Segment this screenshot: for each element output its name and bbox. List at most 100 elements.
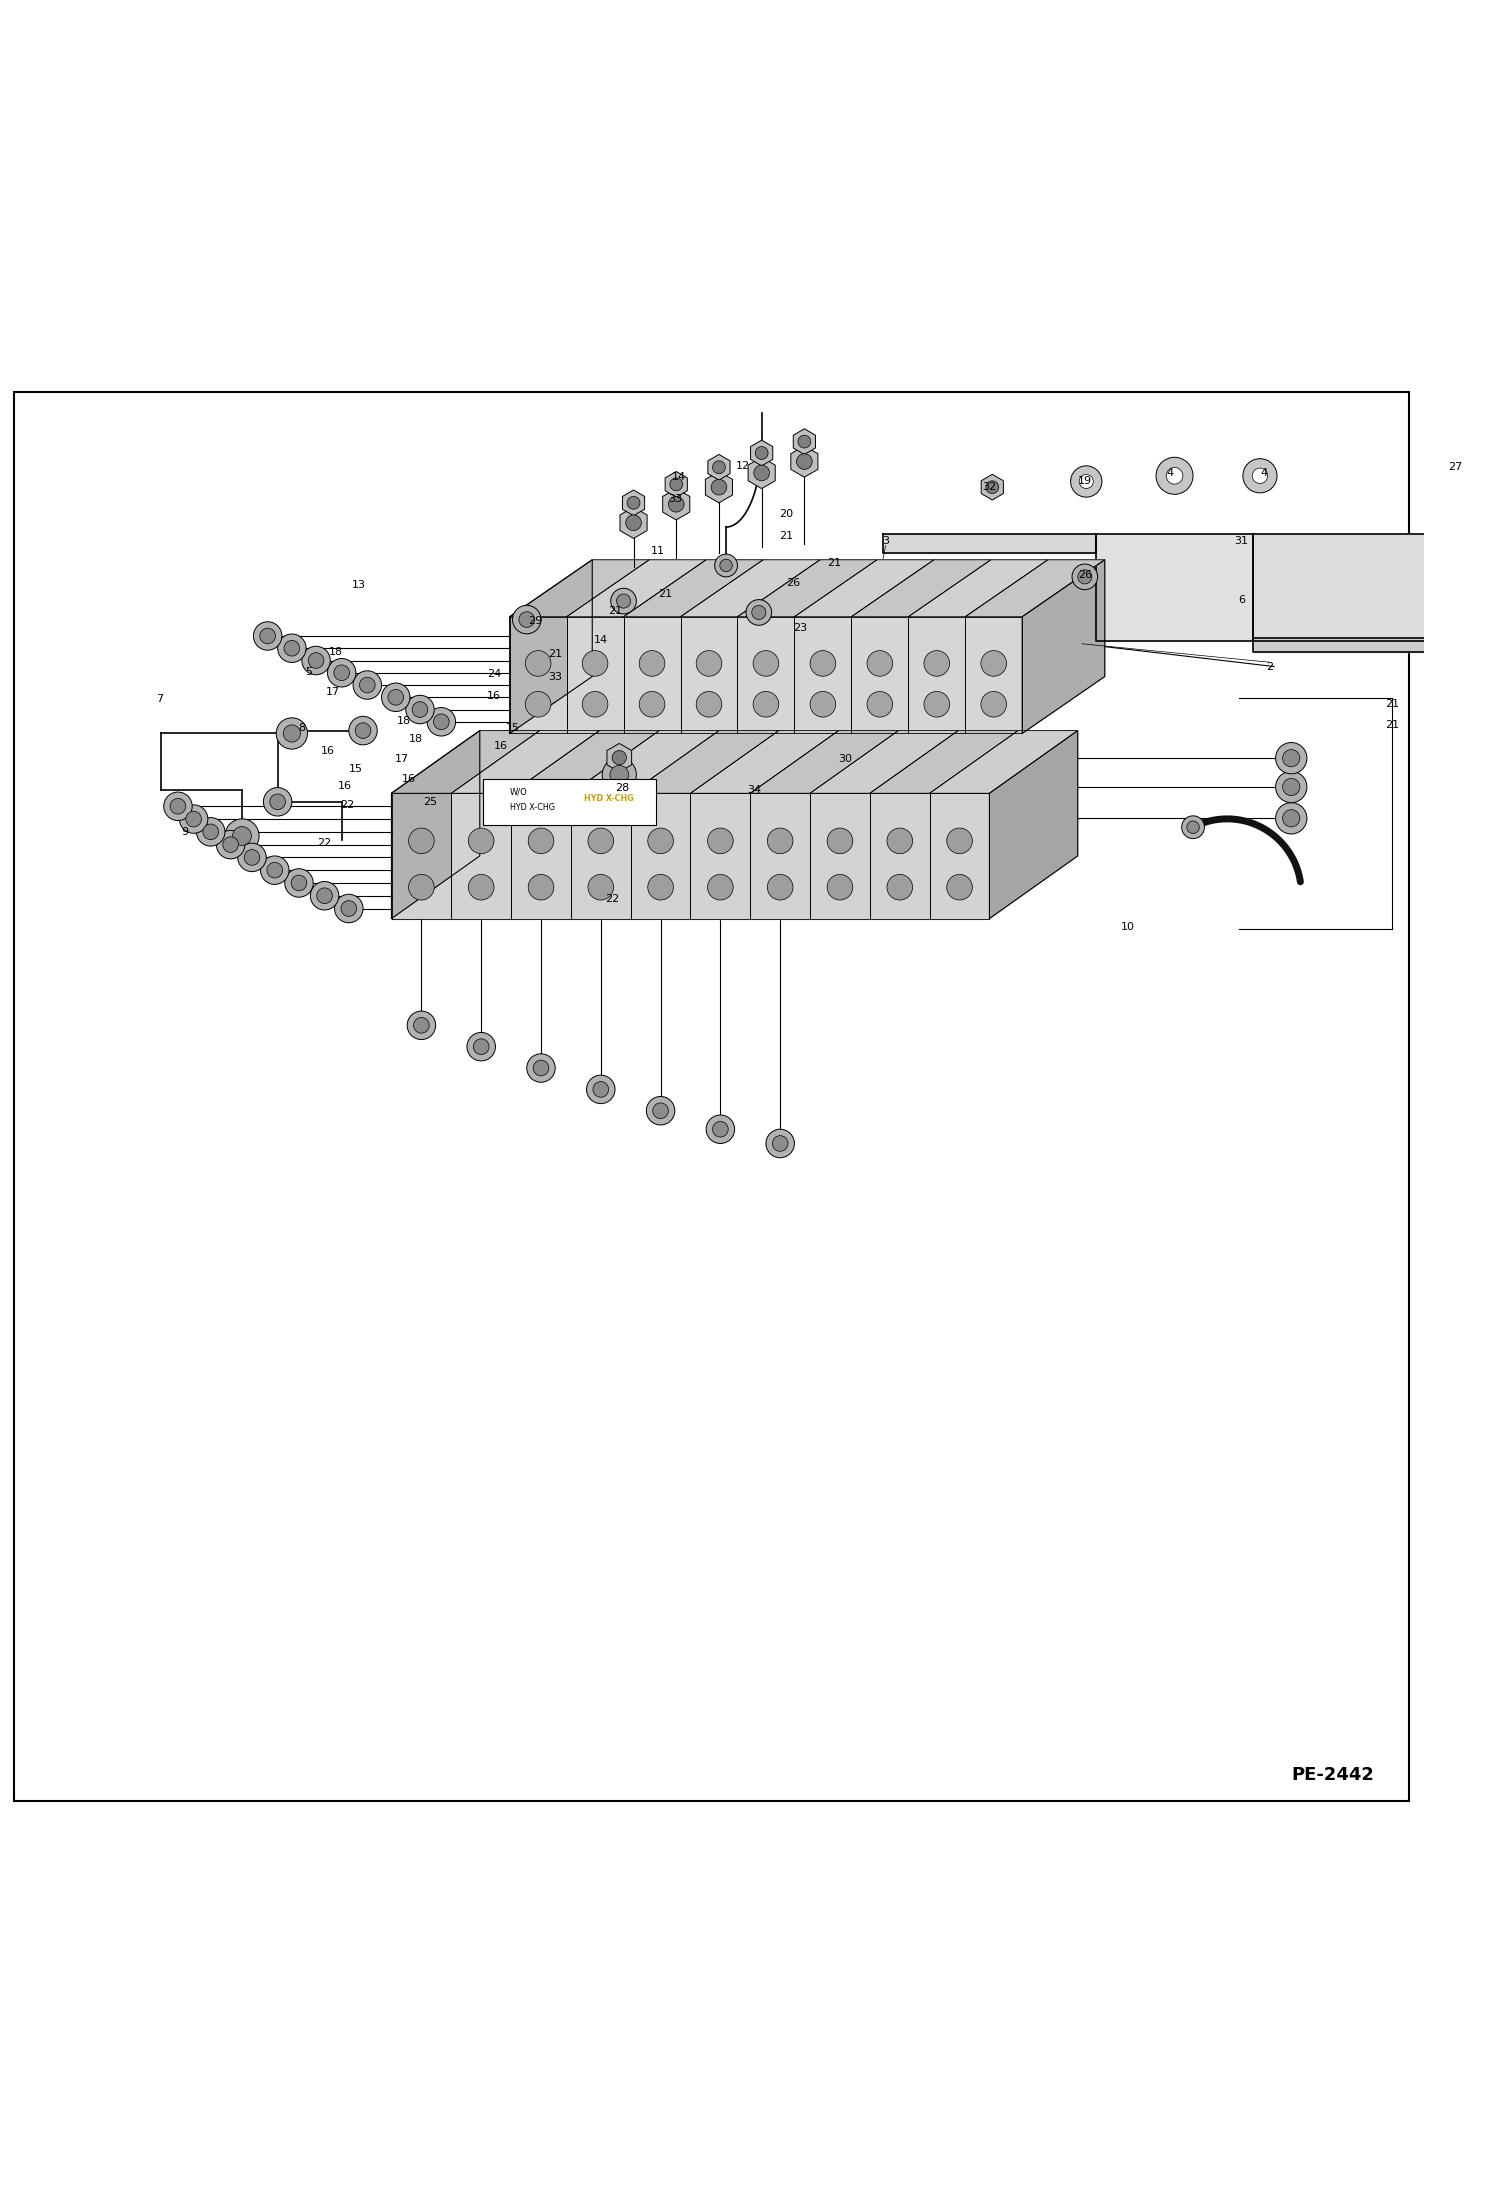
- Text: HYD X-CHG: HYD X-CHG: [584, 794, 634, 803]
- Circle shape: [613, 750, 626, 765]
- Circle shape: [1282, 750, 1300, 768]
- Circle shape: [413, 1018, 430, 1033]
- Polygon shape: [908, 559, 1047, 616]
- Circle shape: [253, 623, 282, 649]
- Text: 16: 16: [494, 741, 508, 752]
- Text: 10: 10: [1121, 921, 1134, 932]
- Circle shape: [753, 465, 770, 480]
- Circle shape: [529, 829, 554, 853]
- Polygon shape: [851, 559, 990, 616]
- Polygon shape: [607, 743, 632, 772]
- Polygon shape: [748, 458, 776, 489]
- Text: 21: 21: [779, 531, 792, 542]
- Circle shape: [186, 811, 201, 827]
- Circle shape: [407, 1011, 436, 1039]
- Circle shape: [867, 691, 893, 717]
- Text: 16: 16: [401, 774, 415, 785]
- Text: 30: 30: [839, 754, 852, 763]
- Circle shape: [202, 825, 219, 840]
- Polygon shape: [709, 454, 730, 480]
- Text: 14: 14: [673, 471, 686, 482]
- Circle shape: [713, 1121, 728, 1138]
- Circle shape: [589, 829, 614, 853]
- Text: 4: 4: [1261, 467, 1267, 478]
- Circle shape: [1079, 474, 1094, 489]
- Circle shape: [668, 496, 685, 513]
- Text: 21: 21: [1386, 700, 1399, 708]
- Circle shape: [171, 798, 186, 814]
- Polygon shape: [750, 441, 773, 465]
- Text: 25: 25: [422, 796, 437, 807]
- Text: 21: 21: [608, 605, 622, 616]
- Circle shape: [533, 1059, 548, 1077]
- Circle shape: [767, 829, 792, 853]
- Text: 18: 18: [330, 647, 343, 658]
- Circle shape: [1443, 458, 1462, 478]
- Text: 15: 15: [505, 724, 520, 732]
- Text: PE-2442: PE-2442: [1291, 1765, 1374, 1785]
- Circle shape: [409, 829, 434, 853]
- Circle shape: [264, 787, 292, 816]
- Circle shape: [283, 726, 301, 741]
- Polygon shape: [870, 730, 1019, 794]
- Polygon shape: [509, 559, 592, 732]
- Text: 21: 21: [827, 557, 842, 568]
- Circle shape: [697, 691, 722, 717]
- Circle shape: [715, 555, 737, 577]
- Circle shape: [924, 691, 950, 717]
- Circle shape: [867, 651, 893, 675]
- Circle shape: [526, 691, 551, 717]
- Text: 32: 32: [983, 482, 996, 491]
- Circle shape: [602, 757, 637, 792]
- Text: 21: 21: [658, 590, 673, 599]
- Circle shape: [526, 651, 551, 675]
- Circle shape: [259, 627, 276, 645]
- Circle shape: [180, 805, 208, 833]
- Circle shape: [610, 765, 629, 785]
- Polygon shape: [691, 730, 839, 794]
- Text: 3: 3: [882, 537, 888, 546]
- Circle shape: [617, 594, 631, 607]
- Circle shape: [1071, 465, 1103, 498]
- Text: 28: 28: [616, 783, 629, 792]
- Text: 16: 16: [487, 691, 500, 702]
- Circle shape: [753, 691, 779, 717]
- Text: 23: 23: [792, 623, 807, 634]
- Circle shape: [225, 818, 259, 853]
- Circle shape: [981, 691, 1007, 717]
- Polygon shape: [750, 794, 810, 919]
- Circle shape: [1276, 743, 1306, 774]
- Circle shape: [706, 1114, 734, 1143]
- Text: 19: 19: [1077, 476, 1092, 487]
- Circle shape: [746, 599, 771, 625]
- Circle shape: [354, 671, 382, 700]
- Polygon shape: [511, 730, 659, 794]
- Circle shape: [412, 702, 428, 717]
- Circle shape: [753, 651, 779, 675]
- Text: 11: 11: [650, 546, 665, 557]
- Circle shape: [334, 895, 363, 923]
- Text: 12: 12: [736, 461, 750, 471]
- Circle shape: [587, 1075, 616, 1103]
- Polygon shape: [706, 471, 733, 502]
- Circle shape: [270, 794, 286, 809]
- Polygon shape: [810, 730, 959, 794]
- Polygon shape: [794, 559, 933, 616]
- Polygon shape: [662, 489, 689, 520]
- Text: 27: 27: [1449, 463, 1462, 471]
- Text: 29: 29: [529, 616, 542, 625]
- Polygon shape: [737, 616, 794, 732]
- Circle shape: [382, 682, 410, 711]
- Polygon shape: [451, 794, 511, 919]
- Circle shape: [986, 480, 999, 493]
- Polygon shape: [680, 559, 819, 616]
- Circle shape: [328, 658, 357, 686]
- Circle shape: [433, 715, 449, 730]
- Text: 24: 24: [487, 669, 502, 678]
- Polygon shape: [623, 489, 644, 515]
- Text: 21: 21: [548, 649, 562, 658]
- Circle shape: [349, 717, 377, 746]
- Polygon shape: [391, 730, 539, 794]
- Polygon shape: [620, 507, 647, 539]
- Text: 5: 5: [306, 667, 313, 678]
